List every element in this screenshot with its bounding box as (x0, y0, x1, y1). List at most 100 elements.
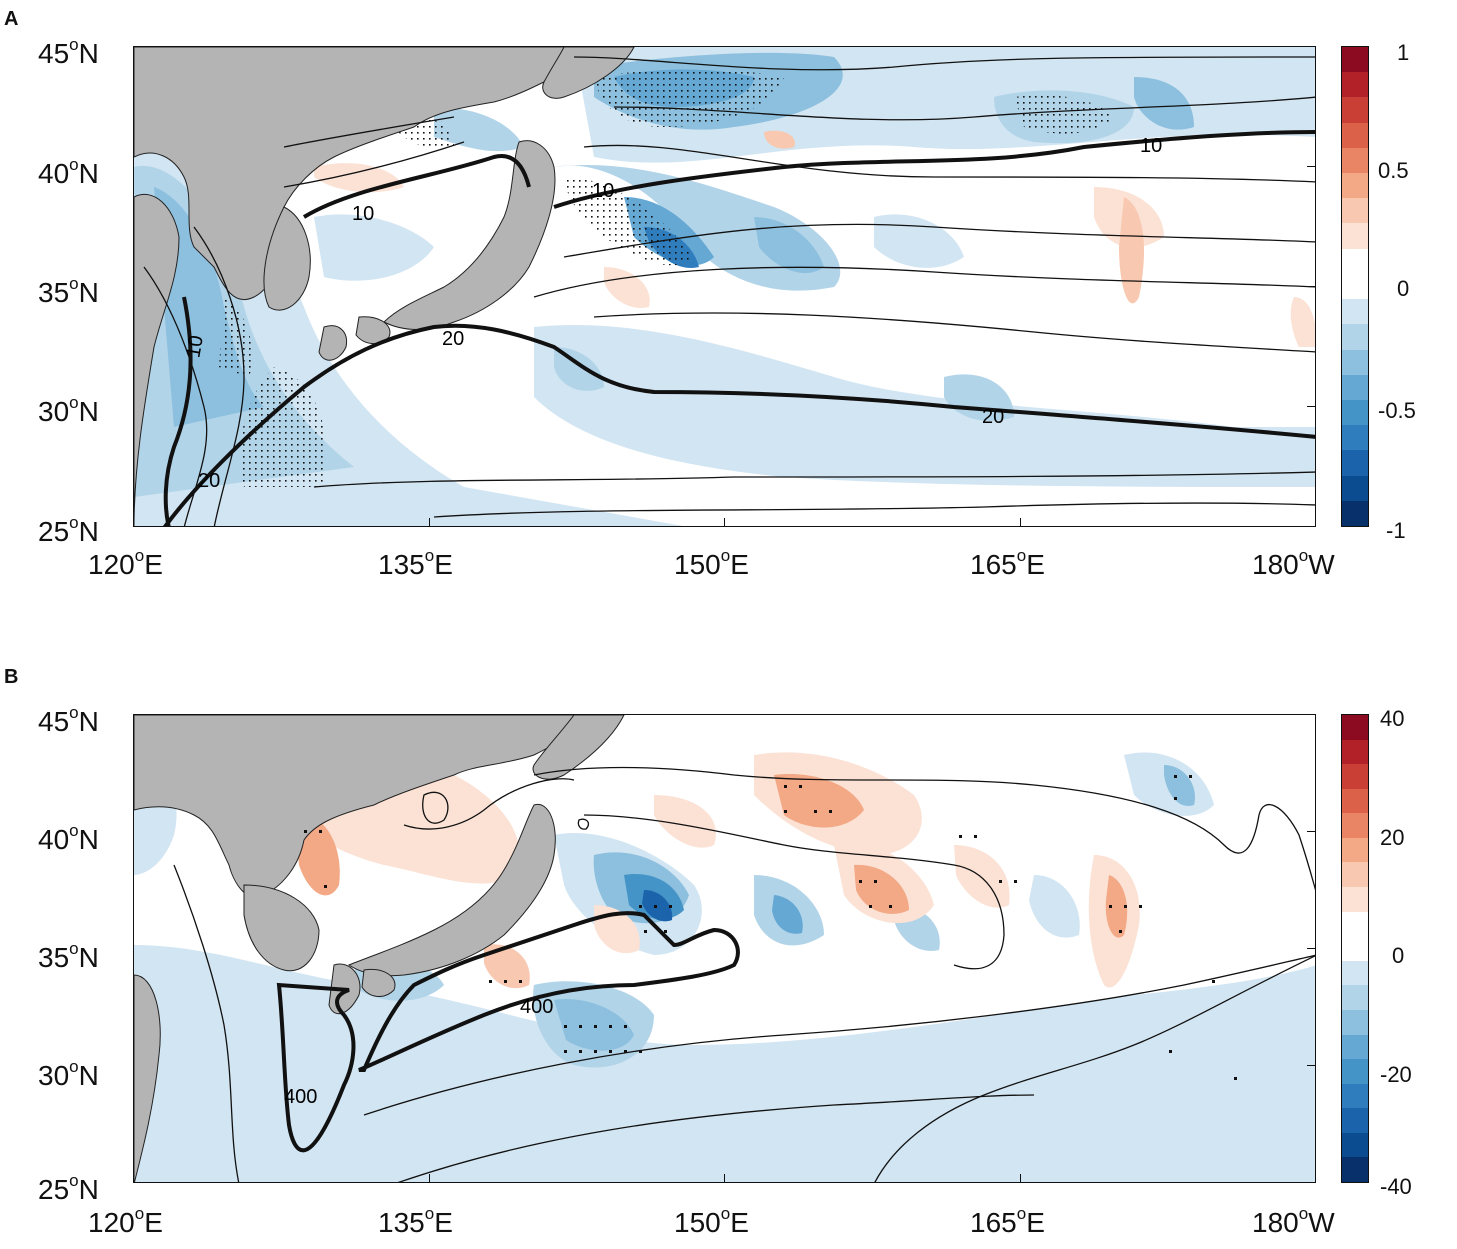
panel-a-colorbar (1341, 46, 1369, 527)
colorbar-swatch (1342, 72, 1368, 98)
panel-b-colorbar-tick: -20 (1380, 1062, 1412, 1087)
panel-b-lat-tick: 40oN (38, 821, 99, 855)
panel-a-lat-tick: 40oN (38, 155, 99, 189)
panel-a-contour-label: 10 (592, 180, 614, 202)
panel-a-lat-tick: 35oN (38, 274, 99, 308)
colorbar-swatch (1342, 399, 1368, 426)
axis-tick-mark (1307, 1182, 1316, 1183)
panel-a-contour-label: 20 (198, 470, 220, 492)
colorbar-swatch (1342, 475, 1368, 502)
colorbar-swatch (1342, 1132, 1368, 1158)
axis-tick-mark (1019, 1174, 1021, 1183)
colorbar-swatch (1342, 173, 1368, 199)
colorbar-swatch (1342, 715, 1368, 741)
axis-tick-mark (1307, 526, 1316, 527)
panel-b-lat-tick: 45oN (38, 703, 99, 737)
panel-a-lat-tick: 30oN (38, 393, 99, 427)
panel-a-lon-tick: 135oE (378, 546, 453, 580)
axis-tick-mark (724, 1174, 725, 1183)
axis-tick-mark (1307, 46, 1316, 47)
axis-tick-mark (1307, 1065, 1316, 1066)
panel-a-colorbar-tick: -1 (1386, 518, 1406, 543)
panel-b-colorbar-tick: -40 (1380, 1174, 1412, 1199)
panel-b-lat-tick: 35oN (38, 939, 99, 973)
colorbar-swatch (1342, 862, 1368, 888)
panel-a-lon-tick: 180oW (1252, 546, 1335, 580)
colorbar-swatch (1342, 764, 1368, 790)
colorbar-swatch (1342, 1059, 1368, 1085)
panel-b-lon-tick: 180oW (1252, 1204, 1335, 1238)
panel-a-lon-tick: 165oE (970, 546, 1045, 580)
colorbar-swatch (1342, 273, 1368, 300)
colorbar-swatch (1342, 813, 1368, 839)
panel-a-lat-tick: 25oN (38, 513, 99, 547)
panel-a-contour-label: 10 (1140, 135, 1162, 157)
colorbar-swatch (1342, 198, 1368, 225)
panel-b-contour-label: 400 (520, 996, 553, 1018)
colorbar-swatch (1342, 936, 1368, 962)
panel-a-contours (143, 56, 1315, 526)
axis-tick-mark (133, 518, 134, 527)
panel-b-colorbar-tick: 40 (1380, 706, 1405, 731)
panel-b-colorbar (1341, 714, 1369, 1183)
colorbar-swatch (1342, 739, 1368, 765)
axis-tick-mark (724, 518, 725, 527)
axis-tick-mark (428, 518, 430, 527)
panel-b-map-svg: 400 400 (134, 715, 1315, 1182)
axis-tick-mark (1307, 948, 1316, 949)
colorbar-swatch (1342, 788, 1368, 814)
panel-a-letter: A (4, 8, 19, 30)
panel-a-contour-label: 20 (982, 406, 1004, 428)
panel-a-map: 10 10 10 10 20 20 20 (133, 46, 1316, 527)
colorbar-swatch (1342, 374, 1368, 401)
panel-b-contour-label: 400 (284, 1086, 317, 1108)
colorbar-swatch (1342, 1157, 1368, 1182)
colorbar-swatch (1342, 425, 1368, 451)
axis-tick-mark (1019, 518, 1021, 527)
panel-b-lon-tick: 120oE (88, 1204, 163, 1238)
panel-b-colorbar-tick: 0 (1392, 943, 1405, 968)
panel-a-lon-tick: 120oE (88, 546, 163, 580)
axis-tick-mark (1307, 831, 1316, 832)
colorbar-swatch (1342, 1108, 1368, 1134)
panel-b-lat-tick: 30oN (38, 1057, 99, 1091)
colorbar-swatch (1342, 960, 1368, 986)
panel-a-contour-label: 10 (352, 203, 374, 225)
colorbar-swatch (1342, 147, 1368, 174)
colorbar-swatch (1342, 1034, 1368, 1060)
panel-b-lon-tick: 135oE (378, 1204, 453, 1238)
panel-a-lat-tick: 45oN (38, 35, 99, 69)
axis-tick-mark (1315, 1174, 1316, 1183)
panel-b-letter: B (4, 666, 19, 688)
colorbar-swatch (1342, 911, 1368, 937)
panel-a-colorbar-tick: 0 (1397, 276, 1410, 301)
panel-b-colorbar-tick: 20 (1380, 825, 1405, 850)
axis-tick-mark (1315, 518, 1316, 527)
panel-a-colorbar-tick: 0.5 (1378, 158, 1409, 183)
colorbar-swatch (1342, 248, 1368, 275)
colorbar-swatch (1342, 47, 1368, 73)
axis-tick-mark (133, 1174, 134, 1183)
colorbar-swatch (1342, 324, 1368, 351)
panel-b-lon-tick: 150oE (674, 1204, 749, 1238)
axis-tick-mark (1307, 166, 1316, 167)
panel-b-contours (173, 766, 1315, 1182)
panel-b-contour-label-layer: 400 400 (284, 996, 553, 1108)
panel-a-contour-label-layer: 10 10 10 10 20 20 20 (182, 135, 1162, 492)
colorbar-swatch (1342, 299, 1368, 325)
panel-b-map: 400 400 (133, 714, 1316, 1183)
axis-tick-mark (1307, 406, 1316, 407)
colorbar-swatch (1342, 122, 1368, 149)
colorbar-swatch (1342, 450, 1368, 477)
colorbar-swatch (1342, 1009, 1368, 1036)
panel-a-lon-tick: 150oE (674, 546, 749, 580)
axis-tick-mark (1307, 286, 1316, 287)
axis-tick-mark (428, 1174, 430, 1183)
colorbar-swatch (1342, 1083, 1368, 1109)
colorbar-swatch (1342, 887, 1368, 913)
panel-a-land (134, 47, 635, 526)
colorbar-swatch (1342, 97, 1368, 124)
panel-b-lat-tick: 25oN (38, 1171, 99, 1205)
panel-a-contour-label: 20 (442, 328, 464, 350)
colorbar-swatch (1342, 837, 1368, 864)
